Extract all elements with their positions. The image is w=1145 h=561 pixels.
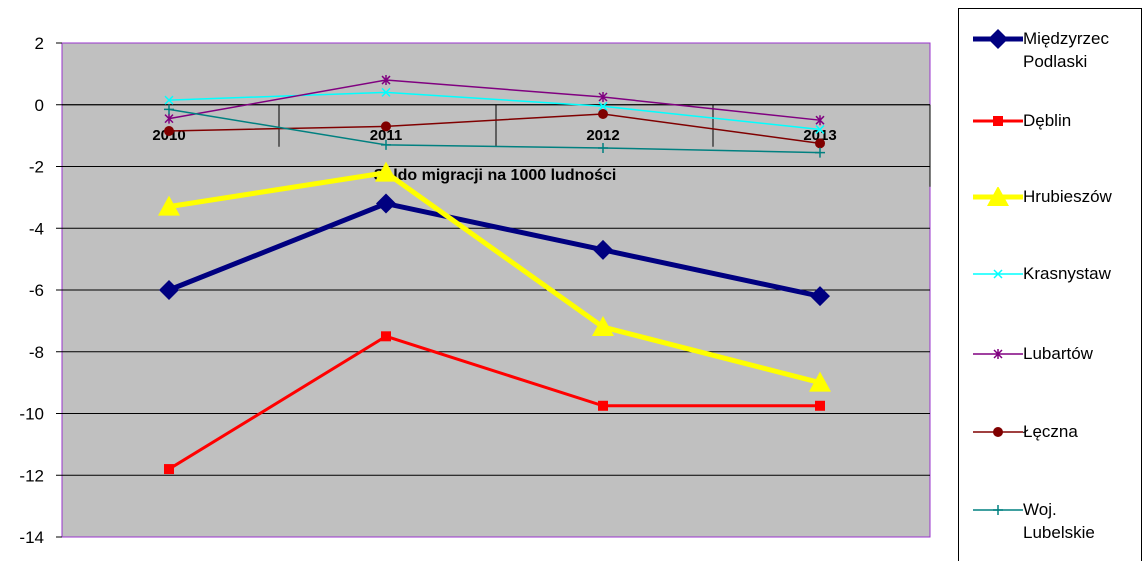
legend-marker xyxy=(993,269,1003,279)
y-tick-label: -14 xyxy=(19,528,44,547)
series-0 xyxy=(159,193,830,307)
data-point xyxy=(598,101,608,111)
data-point xyxy=(598,109,608,120)
series-1 xyxy=(164,331,825,475)
x-tick-label: 2011 xyxy=(370,127,403,144)
legend-marker xyxy=(993,116,1003,126)
legend-marker xyxy=(993,505,1003,515)
legend-label: Krasnystaw xyxy=(1023,264,1111,283)
data-point xyxy=(810,286,830,307)
chart-title: Saldo migracji na 1000 ludności xyxy=(374,167,617,184)
series-line xyxy=(168,334,820,471)
legend: Międzyrzec Podlaski Dęblin Hrubieszów Krasn… xyxy=(958,8,1142,561)
data-point xyxy=(381,75,391,86)
data-point xyxy=(164,95,174,105)
data-point xyxy=(164,113,174,124)
data-point xyxy=(815,138,825,149)
data-point xyxy=(815,124,825,134)
legend-swatch xyxy=(973,505,1023,515)
x-tick-label: 2013 xyxy=(803,127,836,144)
data-point xyxy=(381,121,391,132)
legend-label: Woj. Lubelskie xyxy=(1023,500,1095,542)
data-point xyxy=(381,87,391,97)
series-line xyxy=(168,108,821,154)
data-point xyxy=(598,142,608,153)
data-point xyxy=(381,139,391,150)
legend-label: Międzyrzec Podlaski xyxy=(1023,29,1109,71)
legend-swatch xyxy=(973,349,1023,359)
data-point xyxy=(159,280,179,300)
series-line xyxy=(168,170,821,386)
legend-swatch xyxy=(973,427,1023,437)
legend-label: Hrubieszów xyxy=(1023,187,1112,206)
series-6 xyxy=(164,104,825,158)
data-point xyxy=(381,331,391,342)
series-4 xyxy=(164,75,825,126)
legend-swatch xyxy=(973,187,1023,206)
legend-swatch xyxy=(973,116,1023,126)
y-axis-ticks: 2 0 -2 -4 -6 -8 -10 -12 -14 xyxy=(19,34,62,547)
legend-marker xyxy=(993,427,1003,437)
data-point xyxy=(375,161,397,182)
series-line xyxy=(168,91,821,131)
data-point xyxy=(164,464,174,475)
legend-label: Lubartów xyxy=(1023,344,1093,363)
y-tick-label: -12 xyxy=(19,466,44,485)
legend-label: Dęblin xyxy=(1023,111,1072,130)
y-tick-label: -4 xyxy=(29,219,44,238)
series-line xyxy=(168,200,821,299)
y-tick-label: 2 xyxy=(35,34,44,53)
line-chart: 20-2-4-6-8-10-12-14 2010201120122013 Sal… xyxy=(19,34,931,547)
data-point xyxy=(809,371,831,392)
data-point xyxy=(598,400,608,411)
series-line xyxy=(168,113,821,145)
series-group xyxy=(158,75,831,475)
series-line xyxy=(168,79,821,121)
data-point xyxy=(815,147,825,158)
series-2 xyxy=(158,161,831,392)
gridlines xyxy=(62,166,930,476)
data-point xyxy=(598,92,608,103)
data-point xyxy=(592,316,614,337)
y-tick-label: -10 xyxy=(19,405,44,424)
legend-marker xyxy=(987,187,1009,206)
data-point xyxy=(158,195,180,216)
legend-swatch xyxy=(973,269,1023,279)
series-5 xyxy=(164,109,825,149)
y-tick-label: -8 xyxy=(29,343,44,362)
data-point xyxy=(164,125,174,136)
legend-marker xyxy=(988,29,1008,49)
legend-swatch xyxy=(973,29,1023,49)
y-tick-label: 0 xyxy=(35,96,44,115)
data-point xyxy=(815,115,825,126)
x-tick-label: 2012 xyxy=(586,127,619,144)
data-point xyxy=(164,104,174,115)
data-point xyxy=(593,239,613,260)
series-3 xyxy=(164,87,825,134)
data-point xyxy=(376,193,396,214)
legend-label: Łęczna xyxy=(1023,422,1078,441)
data-point xyxy=(815,400,825,411)
legend-marker xyxy=(993,349,1003,359)
y-tick-label: -2 xyxy=(29,158,44,177)
y-tick-label: -6 xyxy=(29,281,44,300)
